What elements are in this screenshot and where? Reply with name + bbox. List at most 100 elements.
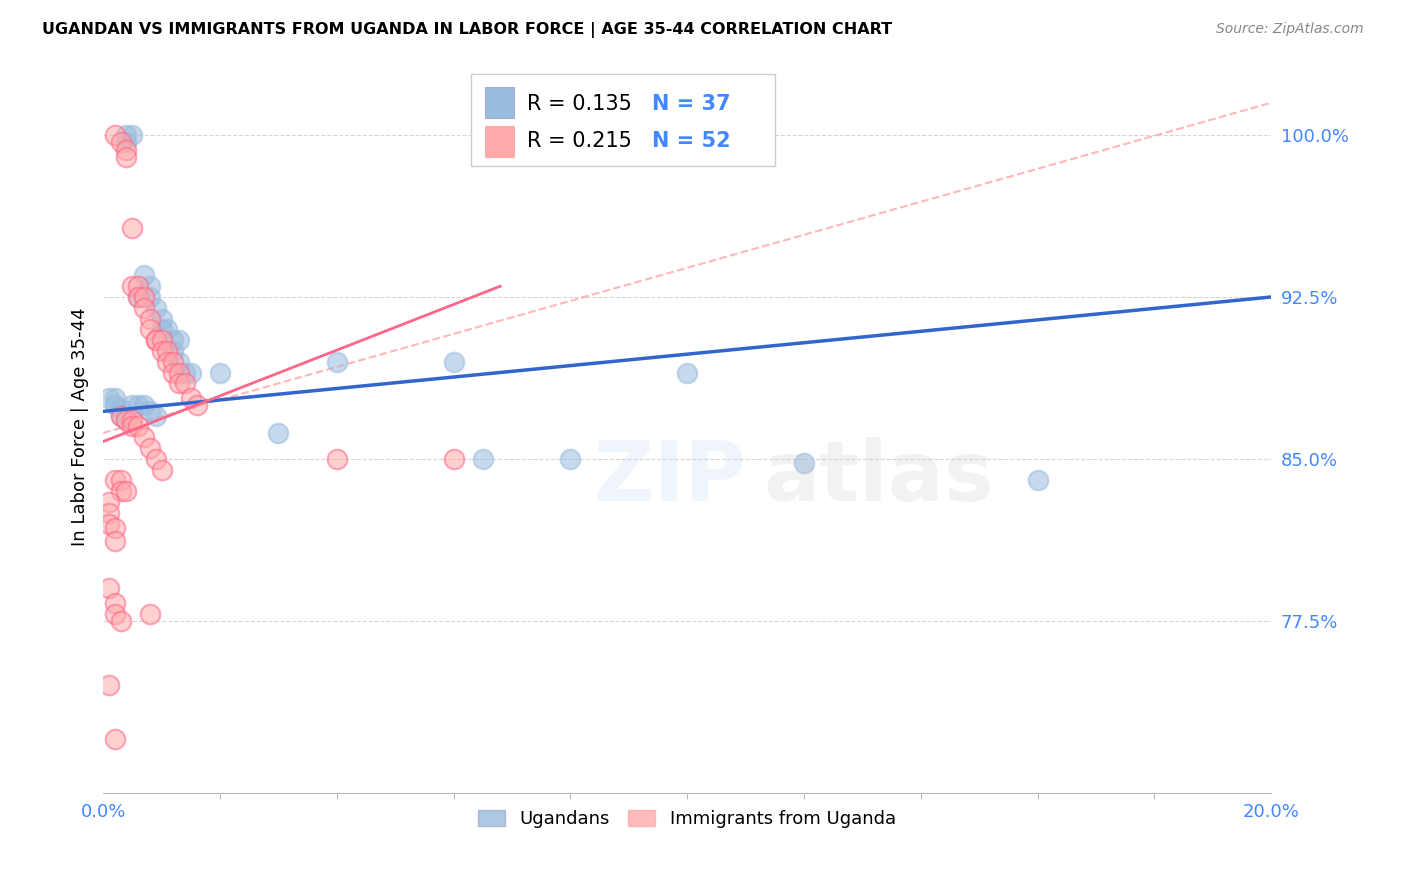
Point bbox=[145, 409, 167, 423]
Point bbox=[1026, 474, 1049, 488]
Point bbox=[115, 150, 138, 164]
Point bbox=[110, 614, 132, 628]
Point bbox=[132, 301, 155, 315]
Point bbox=[132, 398, 155, 412]
Point bbox=[162, 355, 184, 369]
Point bbox=[180, 366, 202, 380]
Point bbox=[127, 419, 149, 434]
Point bbox=[104, 732, 127, 747]
Point bbox=[115, 413, 138, 427]
Text: R = 0.215: R = 0.215 bbox=[527, 131, 631, 151]
Point bbox=[104, 607, 127, 622]
Point bbox=[98, 392, 121, 406]
FancyBboxPatch shape bbox=[471, 74, 775, 166]
Point bbox=[121, 221, 143, 235]
Text: N = 37: N = 37 bbox=[652, 94, 731, 114]
Point bbox=[127, 279, 149, 293]
Point bbox=[104, 398, 127, 412]
Point bbox=[325, 355, 347, 369]
FancyBboxPatch shape bbox=[485, 87, 515, 119]
Point bbox=[104, 128, 127, 142]
Point bbox=[115, 413, 138, 427]
Point bbox=[173, 376, 195, 391]
Legend: Ugandans, Immigrants from Uganda: Ugandans, Immigrants from Uganda bbox=[471, 803, 903, 836]
Point bbox=[110, 135, 132, 149]
Point bbox=[104, 521, 127, 535]
Point bbox=[98, 506, 121, 520]
Point bbox=[121, 398, 143, 412]
Text: UGANDAN VS IMMIGRANTS FROM UGANDA IN LABOR FORCE | AGE 35-44 CORRELATION CHART: UGANDAN VS IMMIGRANTS FROM UGANDA IN LAB… bbox=[42, 22, 893, 38]
Point bbox=[110, 409, 132, 423]
Text: R = 0.135: R = 0.135 bbox=[527, 94, 631, 114]
Point bbox=[145, 301, 167, 315]
Text: Source: ZipAtlas.com: Source: ZipAtlas.com bbox=[1216, 22, 1364, 37]
Point bbox=[139, 404, 162, 418]
Point bbox=[98, 516, 121, 531]
Point bbox=[167, 366, 190, 380]
Point bbox=[156, 343, 179, 358]
Point bbox=[443, 355, 465, 369]
Point bbox=[150, 322, 173, 336]
Point bbox=[110, 484, 132, 499]
Point bbox=[139, 279, 162, 293]
Point bbox=[150, 462, 173, 476]
Point bbox=[98, 582, 121, 596]
Point bbox=[167, 376, 190, 391]
Point bbox=[110, 474, 132, 488]
Y-axis label: In Labor Force | Age 35-44: In Labor Force | Age 35-44 bbox=[72, 307, 89, 546]
Text: atlas: atlas bbox=[763, 437, 994, 518]
Point bbox=[208, 366, 231, 380]
Point bbox=[560, 451, 582, 466]
Point bbox=[139, 311, 162, 326]
Point bbox=[150, 311, 173, 326]
Point bbox=[793, 456, 815, 470]
Point bbox=[132, 268, 155, 283]
Point bbox=[156, 322, 179, 336]
Point bbox=[443, 451, 465, 466]
Point bbox=[167, 333, 190, 347]
Point bbox=[676, 366, 699, 380]
Point bbox=[145, 333, 167, 347]
Point bbox=[127, 290, 149, 304]
Point bbox=[156, 355, 179, 369]
Point bbox=[98, 678, 121, 692]
Text: ZIP: ZIP bbox=[593, 437, 747, 518]
FancyBboxPatch shape bbox=[485, 127, 515, 157]
Point bbox=[325, 451, 347, 466]
Point bbox=[121, 279, 143, 293]
Point bbox=[121, 413, 143, 427]
Point bbox=[110, 409, 132, 423]
Point bbox=[98, 495, 121, 509]
Point bbox=[162, 333, 184, 347]
Point bbox=[139, 607, 162, 622]
Point bbox=[132, 430, 155, 444]
Point bbox=[267, 425, 290, 440]
Point bbox=[104, 533, 127, 548]
Point bbox=[139, 441, 162, 455]
Point bbox=[104, 596, 127, 610]
Point bbox=[186, 398, 208, 412]
Point bbox=[115, 128, 138, 142]
Point bbox=[162, 366, 184, 380]
Point bbox=[180, 392, 202, 406]
Point bbox=[139, 290, 162, 304]
Point bbox=[150, 343, 173, 358]
Point bbox=[167, 355, 190, 369]
Point bbox=[150, 333, 173, 347]
Point bbox=[471, 451, 494, 466]
Point bbox=[110, 402, 132, 417]
Point bbox=[115, 484, 138, 499]
Point bbox=[127, 398, 149, 412]
Point bbox=[121, 419, 143, 434]
Text: N = 52: N = 52 bbox=[652, 131, 731, 151]
Point bbox=[115, 143, 138, 157]
Point bbox=[145, 333, 167, 347]
Point bbox=[139, 322, 162, 336]
Point bbox=[121, 128, 143, 142]
Point bbox=[162, 343, 184, 358]
Point bbox=[145, 451, 167, 466]
Point bbox=[104, 392, 127, 406]
Point bbox=[173, 366, 195, 380]
Point bbox=[115, 135, 138, 149]
Point bbox=[132, 290, 155, 304]
